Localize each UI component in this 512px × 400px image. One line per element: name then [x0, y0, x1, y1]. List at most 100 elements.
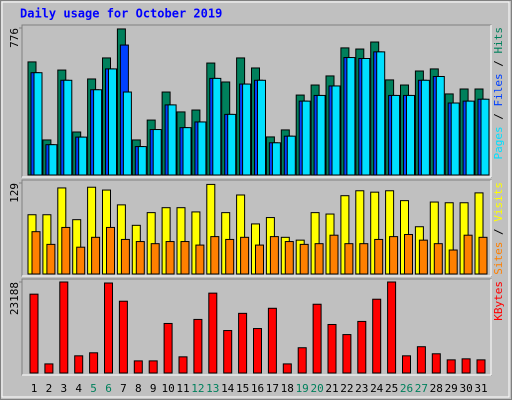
bar [463, 234, 473, 275]
bar [357, 320, 367, 374]
legend-separator: / [492, 107, 505, 127]
bar [31, 231, 41, 275]
bar [193, 318, 203, 374]
bar [433, 243, 443, 275]
x-tick-label: 10 [161, 382, 174, 395]
bar [122, 91, 132, 176]
x-tick-label: 30 [459, 382, 472, 395]
bar [208, 292, 218, 374]
bar [135, 241, 145, 275]
bar [389, 236, 399, 275]
x-tick-label: 14 [221, 382, 235, 395]
x-tick-label: 15 [236, 382, 249, 395]
bar [346, 57, 356, 176]
x-tick-label: 31 [474, 382, 487, 395]
bar [61, 226, 71, 275]
bar [402, 355, 411, 374]
bar [361, 57, 371, 176]
x-tick-label: 16 [251, 382, 264, 395]
bar [448, 249, 458, 275]
bar [480, 98, 490, 176]
x-tick-label: 1 [31, 382, 38, 395]
bar [416, 346, 426, 374]
bar [223, 330, 233, 374]
bar [418, 239, 428, 275]
bar [178, 356, 188, 374]
legend: Sites / Visits [492, 182, 505, 275]
x-tick-label: 19 [296, 382, 309, 395]
bar [267, 307, 277, 374]
legend-separator: / [492, 54, 505, 74]
x-tick-label: 3 [60, 382, 67, 395]
bar [74, 355, 84, 374]
bar [63, 79, 73, 176]
bar [312, 303, 322, 374]
chart-title: Daily usage for October 2019 [20, 7, 222, 21]
bar [327, 323, 337, 374]
legend: KBytes [492, 281, 505, 321]
bar [48, 144, 58, 176]
bar [163, 322, 173, 374]
y-tick-label: 23188 [8, 282, 21, 315]
bar [461, 358, 471, 374]
bar [476, 359, 486, 374]
x-tick-label: 21 [325, 382, 338, 395]
bar [314, 243, 324, 275]
bar [59, 281, 69, 374]
bar [297, 347, 307, 374]
bar [46, 243, 56, 275]
legend: Pages / Files / Hits [492, 27, 505, 160]
bar [133, 360, 143, 374]
bar [271, 142, 281, 176]
bar [344, 243, 354, 275]
bar [376, 51, 386, 176]
bar [33, 72, 43, 176]
legend-entry: Pages [492, 126, 505, 159]
legend-entry: Sites [492, 242, 505, 275]
bar [255, 244, 264, 275]
x-tick-label: 18 [281, 382, 294, 395]
bar [240, 236, 250, 275]
bar [118, 300, 128, 374]
bar [478, 236, 488, 275]
bar [44, 363, 54, 374]
bar [227, 113, 237, 176]
bar [29, 293, 39, 374]
x-tick-label: 27 [415, 382, 428, 395]
legend-entry: Files [492, 73, 505, 106]
bar [420, 79, 430, 176]
bar [387, 281, 397, 374]
bar [195, 244, 205, 275]
legend-entry: Hits [492, 27, 505, 54]
bar [120, 238, 130, 275]
bar [374, 238, 384, 275]
bar [331, 85, 341, 176]
bar [167, 104, 177, 176]
legend-entry: KBytes [492, 281, 505, 321]
bar [152, 129, 162, 176]
x-tick-label: 20 [310, 382, 323, 395]
bar [301, 100, 311, 176]
x-tick-label: 12 [191, 382, 204, 395]
bar [225, 238, 235, 275]
bar [180, 241, 190, 275]
bar [329, 234, 339, 275]
x-tick-label: 24 [370, 382, 384, 395]
bar [212, 77, 222, 176]
bar [89, 352, 99, 374]
bar [342, 334, 352, 374]
bar [391, 94, 401, 176]
bar [446, 359, 456, 374]
bar [137, 146, 147, 176]
bar [406, 94, 415, 176]
bar [465, 100, 475, 176]
bar [76, 246, 86, 275]
bar [269, 236, 279, 275]
bar [359, 243, 369, 275]
x-tick-label: 22 [340, 382, 353, 395]
bar [238, 312, 248, 374]
x-tick-label: 4 [75, 382, 82, 395]
x-tick-label: 26 [400, 382, 413, 395]
x-tick-label: 8 [135, 382, 142, 395]
